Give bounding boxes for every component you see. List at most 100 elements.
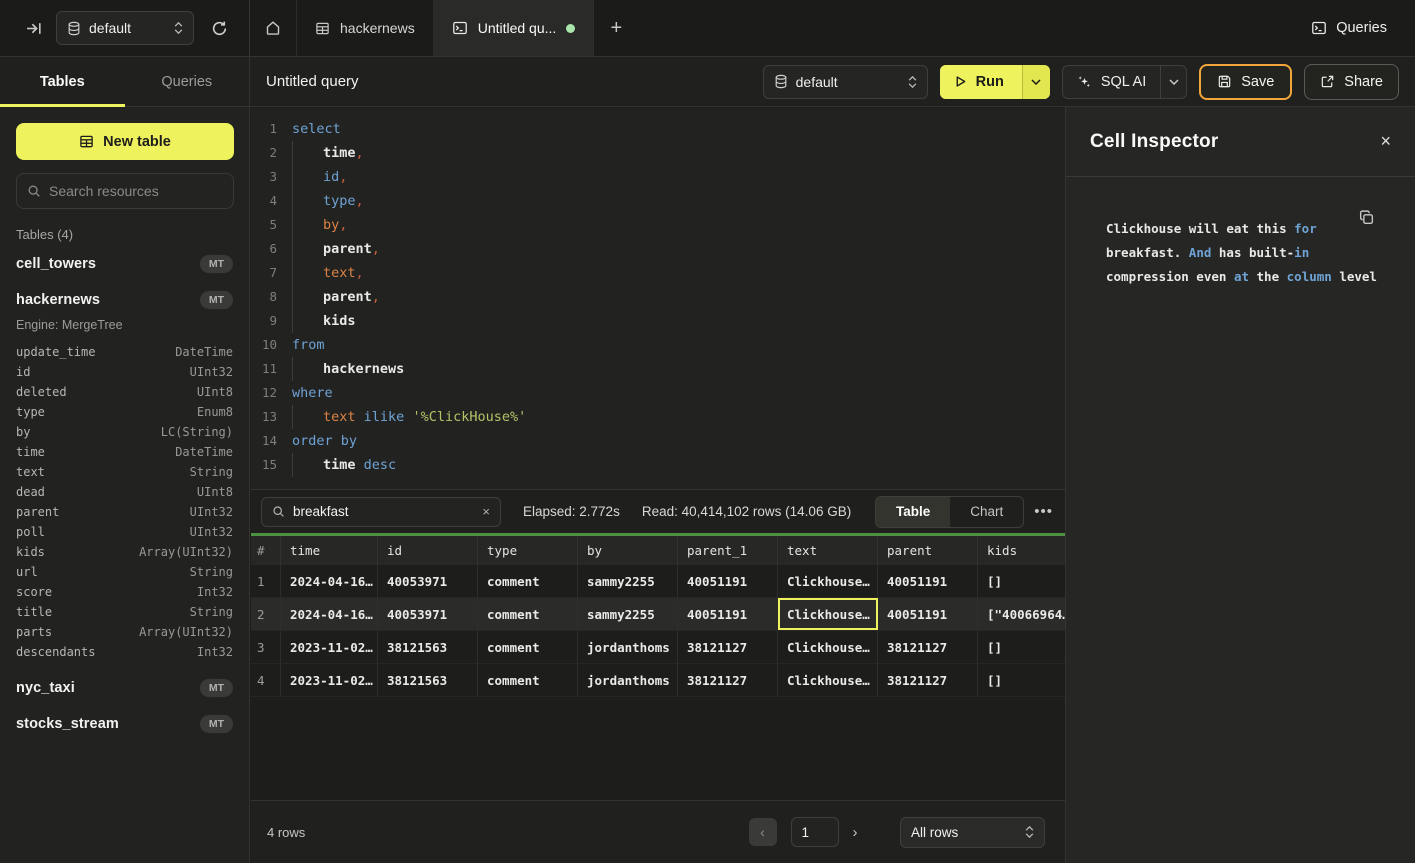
table-cell[interactable]: 38121127: [678, 631, 778, 663]
column-header-id[interactable]: id: [378, 536, 478, 565]
code-line[interactable]: 12 where: [251, 381, 1065, 405]
code-line[interactable]: 2 time,: [251, 141, 1065, 165]
table-cell[interactable]: []: [987, 573, 1003, 589]
code-line[interactable]: 6 parent,: [251, 237, 1065, 261]
share-button[interactable]: Share: [1304, 63, 1399, 100]
code-line[interactable]: 11 hackernews: [251, 357, 1065, 381]
sidebar-table-stocks_stream[interactable]: stocks_stream MT: [0, 706, 249, 742]
table-row[interactable]: 4 2023-11-02… 38121563 comment jordanthoms 38…: [251, 664, 1065, 697]
clear-search-icon[interactable]: ×: [482, 504, 490, 519]
table-cell[interactable]: 40053971: [378, 565, 478, 597]
table-cell[interactable]: Clickhouse…: [778, 664, 878, 696]
column-header-by[interactable]: by: [578, 536, 678, 565]
table-cell[interactable]: 38121127: [678, 664, 778, 696]
table-cell[interactable]: 38121127: [878, 631, 978, 663]
table-cell[interactable]: 2024-04-16…: [281, 598, 378, 630]
sidebar-tab-queries[interactable]: Queries: [161, 73, 213, 90]
code-line[interactable]: 9 kids: [251, 309, 1065, 333]
close-icon[interactable]: ×: [1380, 131, 1391, 151]
table-cell[interactable]: 40051191: [878, 565, 978, 597]
table-row[interactable]: 2 2024-04-16… 40053971 comment sammy2255 4005…: [251, 598, 1065, 631]
table-cell[interactable]: []: [987, 672, 1003, 688]
code-line[interactable]: 3 id,: [251, 165, 1065, 189]
table-cell[interactable]: 40051191: [678, 598, 778, 630]
sidebar-table-hackernews[interactable]: hackernews MT: [0, 282, 249, 318]
copy-icon[interactable]: [1358, 209, 1375, 226]
table-cell[interactable]: comment: [478, 565, 578, 597]
code-line[interactable]: 15 time desc: [251, 453, 1065, 477]
table-row[interactable]: 3 2023-11-02… 38121563 comment jordanthoms 38…: [251, 631, 1065, 664]
sidebar-table-nyc_taxi[interactable]: nyc_taxi MT: [0, 670, 249, 706]
row-index[interactable]: 3: [251, 631, 281, 663]
sidebar-tab-tables[interactable]: Tables: [0, 57, 125, 107]
table-cell[interactable]: 38121563: [378, 664, 478, 696]
tab-untitled-query[interactable]: Untitled qu...: [433, 0, 595, 56]
table-cell[interactable]: 40051191: [678, 565, 778, 597]
table-row[interactable]: 1 2024-04-16… 40053971 comment sammy2255 4005…: [251, 565, 1065, 598]
table-cell[interactable]: Clickhouse…: [778, 631, 878, 663]
column-header-index[interactable]: #: [251, 536, 281, 565]
code-line[interactable]: 14 order by: [251, 429, 1065, 453]
page-size-select[interactable]: All rows: [900, 816, 1045, 848]
row-index[interactable]: 4: [251, 664, 281, 696]
table-cell[interactable]: 38121563: [378, 631, 478, 663]
code-line[interactable]: 8 parent,: [251, 285, 1065, 309]
sidebar-search[interactable]: [16, 173, 234, 209]
table-cell[interactable]: 2023-11-02…: [281, 664, 378, 696]
sidebar-search-input[interactable]: [49, 183, 223, 199]
table-cell[interactable]: sammy2255: [578, 565, 678, 597]
table-cell[interactable]: 2024-04-16…: [281, 565, 378, 597]
table-cell[interactable]: Clickhouse…: [778, 598, 878, 630]
table-cell[interactable]: []: [987, 639, 1003, 655]
column-header-text[interactable]: text: [778, 536, 878, 565]
topbar-database-selector[interactable]: default: [56, 11, 194, 45]
new-tab-button[interactable]: +: [610, 16, 623, 39]
table-cell[interactable]: comment: [478, 664, 578, 696]
column-header-kids[interactable]: kids: [987, 543, 1018, 558]
sql-ai-caret[interactable]: [1160, 65, 1186, 98]
view-table-button[interactable]: Table: [875, 496, 951, 527]
column-header-parent_1[interactable]: parent_1: [678, 536, 778, 565]
sidebar-table-cell_towers[interactable]: cell_towers MT: [0, 246, 249, 282]
code-line[interactable]: 13 text ilike '%ClickHouse%': [251, 405, 1065, 429]
table-cell[interactable]: comment: [478, 598, 578, 630]
table-cell[interactable]: ["40066964…: [987, 606, 1065, 622]
code-line[interactable]: 1 select: [251, 117, 1065, 141]
table-cell[interactable]: comment: [478, 631, 578, 663]
run-options-caret[interactable]: [1021, 64, 1050, 99]
queries-button[interactable]: Queries: [1311, 20, 1387, 36]
tab-hackernews[interactable]: hackernews: [297, 0, 434, 56]
table-cell[interactable]: 40053971: [378, 598, 478, 630]
sql-ai-button[interactable]: SQL AI: [1061, 64, 1188, 99]
table-cell[interactable]: 2023-11-02…: [281, 631, 378, 663]
column-header-time[interactable]: time: [281, 536, 378, 565]
prev-page-button[interactable]: ‹: [748, 818, 777, 846]
table-cell[interactable]: 40051191: [878, 598, 978, 630]
view-chart-button[interactable]: Chart: [970, 504, 1004, 519]
new-table-button[interactable]: New table: [16, 123, 234, 160]
tab-home[interactable]: [250, 0, 297, 56]
page-number-input[interactable]: [790, 817, 839, 847]
row-index[interactable]: 2: [251, 598, 281, 630]
code-line[interactable]: 10 from: [251, 333, 1065, 357]
run-button[interactable]: Run: [939, 64, 1050, 99]
results-search[interactable]: ×: [261, 496, 501, 527]
query-database-selector[interactable]: default: [762, 64, 928, 99]
code-line[interactable]: 5 by,: [251, 213, 1065, 237]
next-page-button[interactable]: ›: [852, 823, 858, 841]
column-header-parent[interactable]: parent: [878, 536, 978, 565]
column-header-type[interactable]: type: [478, 536, 578, 565]
results-search-input[interactable]: [293, 504, 475, 519]
collapse-sidebar-icon[interactable]: [20, 14, 48, 42]
table-cell[interactable]: jordanthoms: [578, 664, 678, 696]
refresh-icon[interactable]: [204, 13, 234, 43]
table-cell[interactable]: sammy2255: [578, 598, 678, 630]
table-cell[interactable]: 38121127: [878, 664, 978, 696]
sql-editor[interactable]: 1 select 2 time, 3 id, 4 type, 5 by, 6 parent, 7 text…: [251, 108, 1065, 489]
more-options-icon[interactable]: •••: [1034, 503, 1053, 520]
table-cell[interactable]: jordanthoms: [578, 631, 678, 663]
code-line[interactable]: 7 text,: [251, 261, 1065, 285]
table-cell[interactable]: Clickhouse…: [778, 565, 878, 597]
save-button[interactable]: Save: [1199, 63, 1293, 100]
row-index[interactable]: 1: [251, 565, 281, 597]
